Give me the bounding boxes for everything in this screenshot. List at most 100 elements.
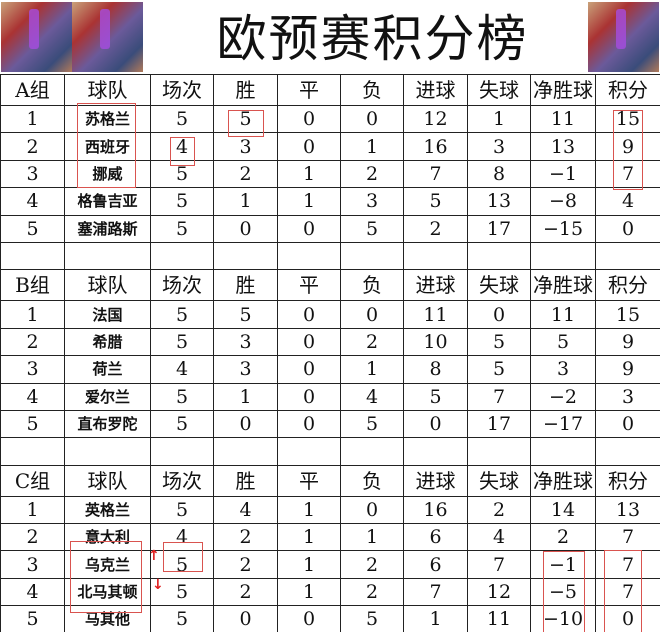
stat-cell: 0	[277, 409, 341, 439]
stat-cell: 5	[340, 605, 404, 632]
stat-cell: 5	[150, 300, 214, 329]
column-header: 积分	[595, 464, 660, 497]
stat-cell: 2	[340, 159, 404, 189]
empty-cell	[213, 437, 278, 466]
stat-cell: 1	[467, 104, 531, 134]
stat-cell: 2	[340, 577, 404, 607]
table-row: 5 直布罗陀 5 0 0 5 0 17 −17 0	[0, 409, 660, 439]
stat-cell: 0	[213, 409, 278, 439]
group-label: B组	[0, 269, 65, 302]
standings-table: A组 球队 场次胜平负进球 失球 净胜球 积分 1 苏格兰 5 5 0 0 12 1 11 15 2 西班牙 4 3 0…	[0, 74, 660, 632]
stat-cell: 2	[467, 495, 531, 525]
table-row: 4 北马其顿 5 2 1 2 7 12 −5 7	[0, 577, 660, 607]
table-row: 2 西班牙 4 3 0 1 16 3 13 9	[0, 132, 660, 161]
table-row: 1 英格兰 5 4 1 0 16 2 14 13	[0, 495, 660, 525]
stat-cell: −1	[530, 159, 596, 189]
column-header: 负	[340, 464, 404, 497]
arrow-down-icon: ↓	[152, 577, 164, 593]
stat-cell: 0	[213, 605, 278, 632]
rank-cell: 1	[0, 495, 65, 525]
stat-cell: 5	[530, 327, 596, 357]
stat-cell: 4	[213, 495, 278, 525]
stat-cell: 5	[467, 327, 531, 357]
team-cell: 法国	[64, 300, 151, 329]
group-header-row: B组 球队 场次胜平负进球 失球 净胜球 积分	[0, 269, 660, 302]
stat-cell: 7	[467, 550, 531, 579]
stat-cell: 9	[595, 355, 660, 384]
stat-cell: 2	[403, 214, 468, 243]
stat-cell: 5	[150, 577, 214, 607]
stat-cell: 5	[150, 550, 214, 579]
stat-cell: 0	[340, 104, 404, 134]
stat-cell: 13	[530, 132, 596, 161]
group-label: C组	[0, 464, 65, 497]
stat-cell: 7	[595, 577, 660, 607]
team-cell: 马其他	[64, 605, 151, 632]
empty-cell	[467, 437, 531, 466]
stat-cell: 1	[277, 159, 341, 189]
column-header: 平	[277, 464, 341, 497]
team-cell: 希腊	[64, 327, 151, 357]
column-header: 失球	[467, 464, 531, 497]
stat-cell: −15	[530, 214, 596, 243]
stat-cell: 2	[213, 550, 278, 579]
stat-cell: 6	[403, 550, 468, 579]
stat-cell: 4	[340, 382, 404, 411]
team-cell: 塞浦路斯	[64, 214, 151, 243]
column-header: 场次	[150, 269, 214, 302]
stat-cell: 3	[530, 355, 596, 384]
stat-cell: 5	[403, 187, 468, 216]
table-row: 1 法国 5 5 0 0 11 0 11 15	[0, 300, 660, 329]
stat-cell: 5	[403, 382, 468, 411]
stat-cell: 11	[530, 104, 596, 134]
table-row: 3 乌克兰 5 2 1 2 6 7 −1 7	[0, 550, 660, 579]
stat-cell: 5	[150, 187, 214, 216]
stat-cell: 9	[595, 132, 660, 161]
empty-cell	[340, 437, 404, 466]
stat-cell: 7	[467, 382, 531, 411]
anime-player-image	[72, 2, 143, 72]
stat-cell: 11	[530, 300, 596, 329]
column-header: 球队	[64, 464, 151, 497]
stat-cell: 7	[595, 523, 660, 552]
stat-cell: −1	[530, 550, 596, 579]
column-header: 平	[277, 74, 341, 106]
empty-cell	[277, 241, 341, 271]
column-header: 积分	[595, 269, 660, 302]
stat-cell: 3	[213, 327, 278, 357]
stat-cell: 1	[277, 523, 341, 552]
empty-cell	[340, 241, 404, 271]
stat-cell: 17	[467, 409, 531, 439]
stat-cell: 4	[150, 355, 214, 384]
stat-cell: 1	[403, 605, 468, 632]
column-header: 失球	[467, 269, 531, 302]
stat-cell: 0	[403, 409, 468, 439]
stat-cell: 8	[467, 159, 531, 189]
stat-cell: 1	[213, 382, 278, 411]
anime-player-image	[588, 2, 659, 72]
rank-cell: 2	[0, 132, 65, 161]
team-cell: 西班牙	[64, 132, 151, 161]
anime-player-image	[1, 2, 72, 72]
stat-cell: 1	[340, 132, 404, 161]
group-header-row: C组 球队 场次胜平负进球 失球 净胜球 积分	[0, 464, 660, 497]
column-header: 场次	[150, 464, 214, 497]
rank-cell: 4	[0, 577, 65, 607]
stat-cell: 5	[150, 214, 214, 243]
stat-cell: 3	[213, 132, 278, 161]
rank-cell: 3	[0, 159, 65, 189]
team-cell: 直布罗陀	[64, 409, 151, 439]
stat-cell: 0	[595, 409, 660, 439]
stat-cell: 5	[150, 382, 214, 411]
rank-cell: 2	[0, 327, 65, 357]
stat-cell: 7	[403, 577, 468, 607]
stat-cell: 3	[213, 355, 278, 384]
table-row: 5 塞浦路斯 5 0 0 5 2 17 −15 0	[0, 214, 660, 243]
table-row: 2 希腊 5 3 0 2 10 5 5 9	[0, 327, 660, 357]
stat-cell: 4	[150, 132, 214, 161]
stat-cell: 2	[213, 577, 278, 607]
column-header: 失球	[467, 74, 531, 106]
stat-cell: 5	[150, 159, 214, 189]
stat-cell: 0	[277, 382, 341, 411]
stat-cell: 5	[150, 409, 214, 439]
